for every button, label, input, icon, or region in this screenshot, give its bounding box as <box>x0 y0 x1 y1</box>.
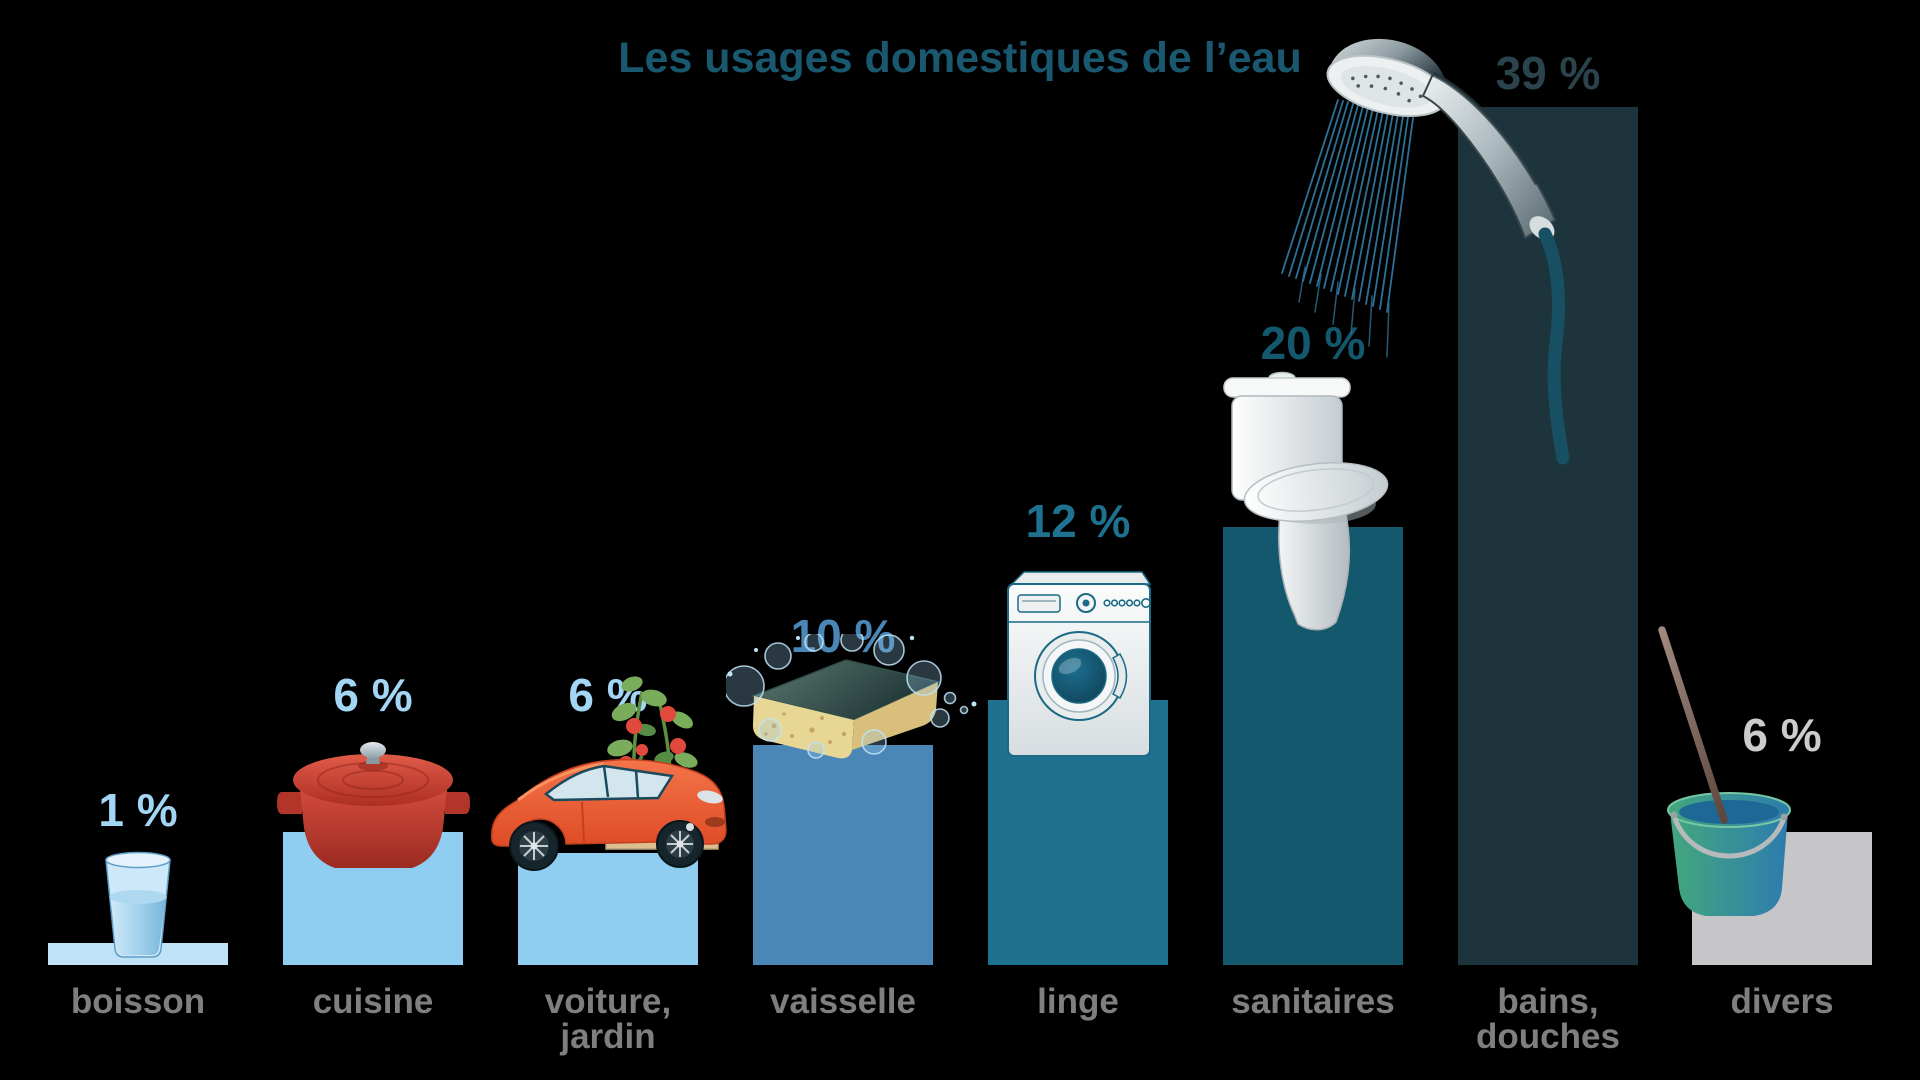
pct-label-sanitaires: 20 % <box>1260 317 1366 369</box>
bar-voiture-jardin <box>518 853 698 965</box>
cooking-pot-icon <box>277 742 470 868</box>
category-label-boisson: boisson <box>70 982 206 1021</box>
sponge-bubbles-icon <box>726 634 977 759</box>
pct-label-linge: 12 % <box>1025 495 1131 547</box>
pct-label-boisson: 1 % <box>98 784 178 836</box>
category-label-sanitaires: sanitaires <box>1231 982 1395 1021</box>
pct-label-cuisine: 6 % <box>333 669 413 721</box>
category-label-linge: linge <box>1037 982 1119 1021</box>
category-label-divers: divers <box>1730 982 1834 1021</box>
category-label-vaisselle: vaisselle <box>770 982 916 1021</box>
category-label-cuisine: cuisine <box>312 982 434 1021</box>
water-glass-icon <box>105 851 171 958</box>
car-and-garden-icon <box>491 676 727 871</box>
bucket-mop-icon <box>1658 626 1791 916</box>
pct-label-bains-douches: 39 % <box>1495 47 1601 99</box>
bar-vaisselle <box>753 745 933 965</box>
category-label-bains-douches: bains, douches <box>1476 982 1620 1056</box>
category-label-voiture-jardin: voiture, jardin <box>544 982 672 1056</box>
shower-head-icon <box>1281 38 1570 465</box>
pct-label-divers: 6 % <box>1742 709 1822 761</box>
toilet-icon <box>1223 371 1389 631</box>
chart-title: Les usages domestiques de l’eau <box>618 34 1302 82</box>
washing-machine-icon <box>1007 571 1152 757</box>
